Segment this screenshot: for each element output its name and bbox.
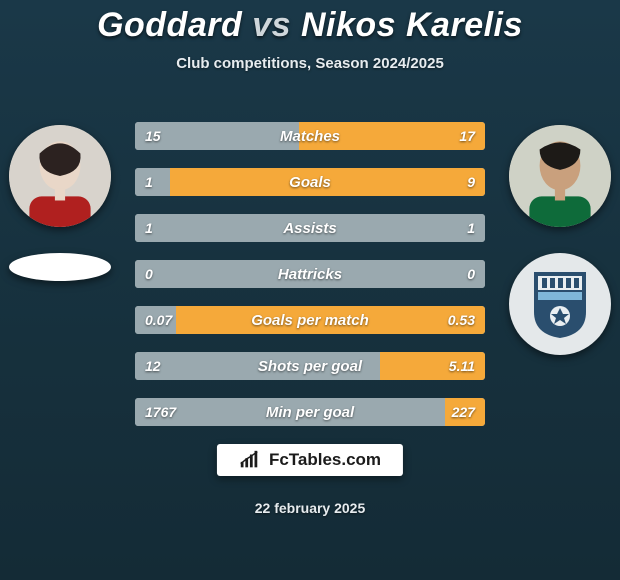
stat-value-left: 0.07 bbox=[135, 306, 182, 334]
stat-bar-left bbox=[135, 352, 380, 380]
stat-value-left: 15 bbox=[135, 122, 171, 150]
player1-avatar bbox=[9, 125, 111, 227]
stat-row: 125.11Shots per goal bbox=[135, 352, 485, 380]
watermark-badge: FcTables.com bbox=[217, 444, 403, 476]
stat-row: 1767227Min per goal bbox=[135, 398, 485, 426]
stat-value-right: 0 bbox=[457, 260, 485, 288]
player2-avatar bbox=[509, 125, 611, 227]
stat-value-right: 5.11 bbox=[439, 352, 485, 380]
player-left-column bbox=[9, 125, 111, 355]
player-right-column bbox=[509, 125, 611, 355]
stat-row: 00Hattricks bbox=[135, 260, 485, 288]
shield-icon bbox=[529, 268, 591, 340]
subtitle: Club competitions, Season 2024/2025 bbox=[0, 55, 620, 72]
title-vs: vs bbox=[252, 6, 291, 44]
stat-value-right: 0.53 bbox=[438, 306, 485, 334]
stat-value-right: 17 bbox=[449, 122, 485, 150]
stat-row: 19Goals bbox=[135, 168, 485, 196]
page-title: Goddard vs Nikos Karelis bbox=[0, 6, 620, 45]
comparison-card: Goddard vs Nikos Karelis Club competitio… bbox=[0, 0, 620, 580]
stat-value-left: 0 bbox=[135, 260, 163, 288]
watermark-text: FcTables.com bbox=[269, 450, 381, 470]
stat-row: 0.070.53Goals per match bbox=[135, 306, 485, 334]
stat-value-right: 1 bbox=[457, 214, 485, 242]
stat-value-left: 1 bbox=[135, 214, 163, 242]
stat-value-right: 227 bbox=[442, 398, 485, 426]
stat-row: 11Assists bbox=[135, 214, 485, 242]
stat-value-right: 9 bbox=[457, 168, 485, 196]
player2-club-badge bbox=[509, 253, 611, 355]
date-label: 22 february 2025 bbox=[0, 500, 620, 516]
title-player1: Goddard bbox=[97, 6, 242, 44]
title-player2: Nikos Karelis bbox=[301, 6, 523, 44]
person-icon bbox=[509, 125, 611, 227]
stat-bar-right bbox=[170, 168, 485, 196]
stat-value-left: 12 bbox=[135, 352, 171, 380]
stat-value-left: 1 bbox=[135, 168, 163, 196]
bar-chart-icon bbox=[239, 450, 261, 470]
stat-value-left: 1767 bbox=[135, 398, 186, 426]
stat-row: 1517Matches bbox=[135, 122, 485, 150]
player1-club-badge bbox=[9, 253, 111, 281]
stats-list: 1517Matches19Goals11Assists00Hattricks0.… bbox=[135, 122, 485, 426]
person-icon bbox=[9, 125, 111, 227]
